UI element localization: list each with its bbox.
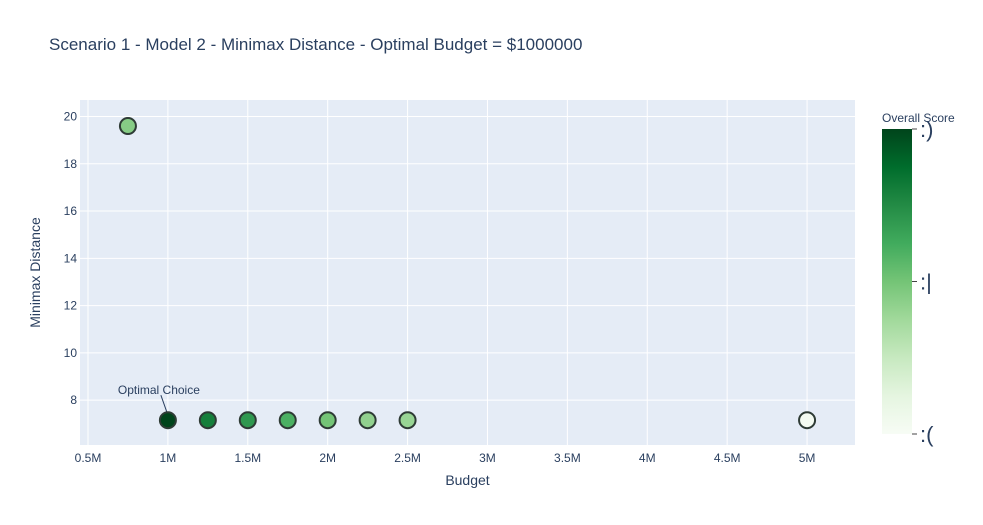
colorbar-tick-label: :|: [920, 270, 932, 295]
colorbar-title: Overall Score: [882, 111, 955, 125]
y-tick-label: 20: [64, 110, 78, 124]
y-tick-label: 12: [64, 299, 78, 313]
y-tick-label: 10: [64, 346, 78, 360]
data-point: [398, 411, 417, 430]
annotation-arrow: [160, 395, 168, 413]
x-tick-label: 4.5M: [714, 451, 741, 465]
x-tick-label: 4M: [639, 451, 656, 465]
data-point: [278, 411, 297, 430]
x-tick-label: 1.5M: [234, 451, 261, 465]
annotation-label: Optimal Choice: [118, 383, 200, 397]
x-axis-title: Budget: [445, 472, 489, 488]
data-point: [118, 116, 137, 135]
colorbar-tick-label: :(: [920, 422, 934, 447]
colorbar-ticks: :) :| :(: [912, 117, 934, 447]
x-tick-label: 1M: [160, 451, 177, 465]
y-tick-label: 18: [64, 157, 78, 171]
optimal-choice-annotation: Optimal Choice: [118, 383, 200, 413]
y-tick-label: 16: [64, 204, 78, 218]
x-tick-label: 2.5M: [394, 451, 421, 465]
colorbar-gradient: [882, 129, 912, 434]
scatter-points: [118, 116, 817, 430]
plot-background: [80, 100, 855, 445]
x-tick-label: 3M: [479, 451, 496, 465]
x-axis-ticks: 0.5M 1M 1.5M 2M 2.5M 3M 3.5M 4M 4.5M 5M: [75, 451, 816, 465]
y-tick-label: 8: [70, 393, 77, 407]
data-point: [238, 411, 257, 430]
y-axis-ticks: 8 10 12 14 16 18 20: [64, 110, 78, 408]
x-tick-label: 2M: [319, 451, 336, 465]
data-point: [798, 411, 817, 430]
data-point: [358, 411, 377, 430]
chart-title: Scenario 1 - Model 2 - Minimax Distance …: [49, 35, 582, 54]
y-tick-label: 14: [64, 251, 78, 265]
data-point: [318, 411, 337, 430]
grid-lines: [80, 100, 855, 445]
data-point: [158, 411, 177, 430]
data-point: [198, 411, 217, 430]
x-tick-label: 5M: [799, 451, 816, 465]
y-axis-title: Minimax Distance: [27, 217, 43, 328]
x-tick-label: 3.5M: [554, 451, 581, 465]
colorbar-tick-label: :): [920, 117, 933, 142]
colorbar: Overall Score :) :| :(: [882, 111, 955, 447]
x-tick-label: 0.5M: [75, 451, 102, 465]
